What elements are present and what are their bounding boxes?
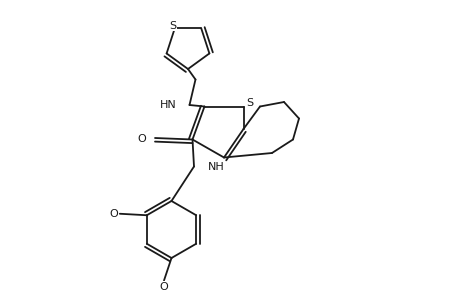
Text: S: S — [169, 21, 176, 31]
Text: NH: NH — [207, 161, 224, 172]
Text: S: S — [246, 98, 252, 109]
Text: O: O — [109, 209, 118, 219]
Text: O: O — [138, 134, 146, 144]
Text: O: O — [159, 281, 168, 292]
Text: HN: HN — [160, 100, 177, 110]
